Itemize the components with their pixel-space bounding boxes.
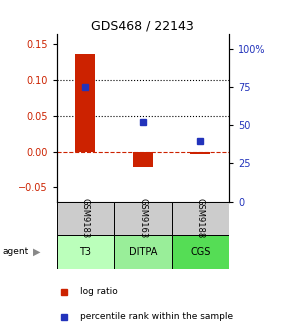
Bar: [114, 202, 172, 235]
Bar: [114, 235, 172, 269]
Text: GSM9183: GSM9183: [81, 198, 90, 239]
Text: GSM9163: GSM9163: [138, 198, 147, 239]
Text: ▶: ▶: [33, 247, 41, 257]
Bar: [172, 202, 229, 235]
Text: GSM9188: GSM9188: [196, 198, 205, 239]
Text: log ratio: log ratio: [80, 287, 118, 296]
Text: agent: agent: [3, 248, 29, 256]
Bar: [172, 235, 229, 269]
Bar: [57, 202, 114, 235]
Text: T3: T3: [79, 247, 91, 257]
Title: GDS468 / 22143: GDS468 / 22143: [91, 19, 194, 33]
Text: DITPA: DITPA: [129, 247, 157, 257]
Bar: [133, 152, 153, 167]
Text: percentile rank within the sample: percentile rank within the sample: [80, 312, 233, 321]
Bar: [190, 152, 211, 155]
Bar: [75, 54, 95, 152]
Text: CGS: CGS: [190, 247, 211, 257]
Bar: [57, 235, 114, 269]
